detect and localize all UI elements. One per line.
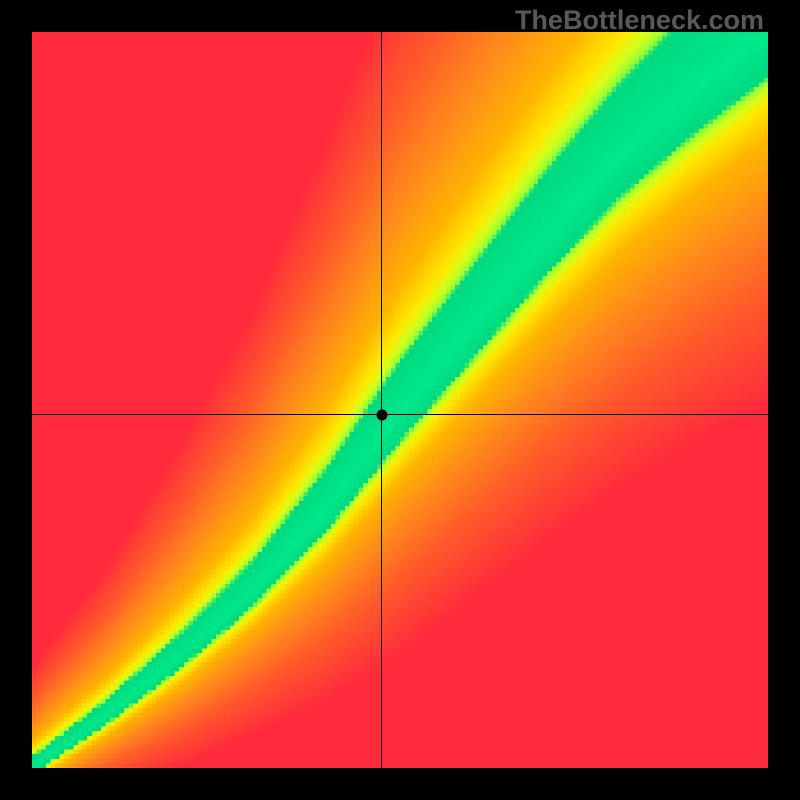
outer-frame: TheBottleneck.com — [0, 0, 800, 800]
crosshair-vertical — [381, 32, 382, 768]
watermark-text: TheBottleneck.com — [515, 5, 764, 36]
heatmap-plot — [32, 32, 768, 768]
crosshair-marker — [376, 409, 387, 420]
heatmap-canvas — [32, 32, 768, 768]
crosshair-horizontal — [32, 414, 768, 415]
